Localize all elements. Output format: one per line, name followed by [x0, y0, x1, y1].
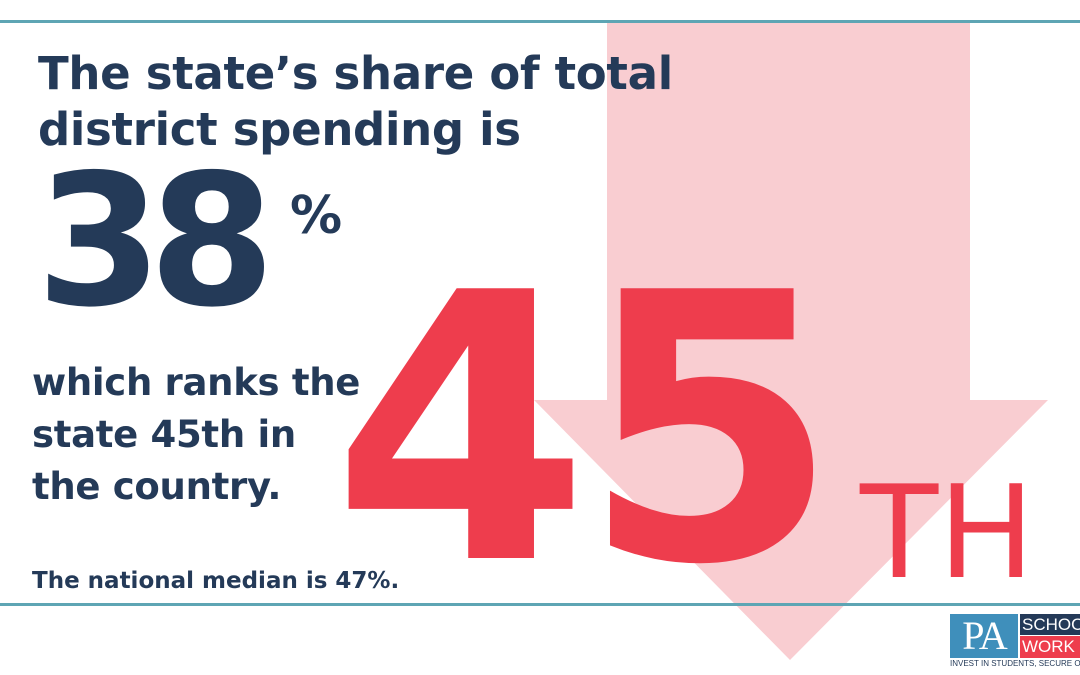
- headline-line-2: district spending is: [38, 103, 521, 156]
- rank-line-1: which ranks the: [32, 361, 361, 404]
- headline: The state’s share of total district spen…: [38, 46, 678, 158]
- logo-work: WORK: [1020, 636, 1080, 658]
- state-share-unit: %: [290, 186, 343, 246]
- logo-pa: PA: [950, 614, 1018, 658]
- rank-number: 45: [332, 216, 839, 646]
- bottom-divider: [0, 603, 1080, 606]
- state-share-value: 38: [36, 135, 275, 347]
- logo-tagline: INVEST IN STUDENTS, SECURE OUR FUTURE: [950, 659, 1080, 668]
- headline-line-1: The state’s share of total: [38, 47, 673, 100]
- rank-line-3: the country.: [32, 465, 282, 508]
- pa-schools-work-logo: PA SCHOOLS WORK INVEST IN STUDENTS, SECU…: [950, 614, 1080, 668]
- national-median: The national median is 47%.: [32, 568, 400, 594]
- rank-line-2: state 45th in: [32, 413, 296, 456]
- rank-suffix: TH: [860, 459, 1035, 608]
- top-divider: [0, 20, 1080, 23]
- logo-schools: SCHOOLS: [1020, 614, 1080, 635]
- rank-description: which ranks the state 45th in the countr…: [32, 357, 392, 513]
